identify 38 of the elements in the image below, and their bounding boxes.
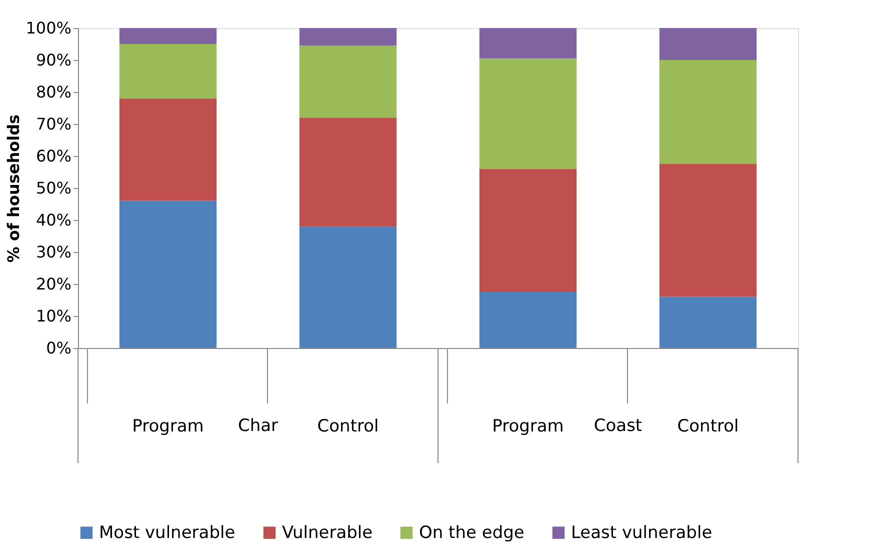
y-tick-label: 50% [36, 178, 72, 198]
bar [299, 226, 397, 348]
y-tick-label: 60% [36, 146, 72, 166]
bar [299, 28, 397, 46]
bar [299, 46, 397, 118]
x-tick-label: Program [492, 416, 564, 436]
bar [479, 28, 577, 58]
bar [299, 118, 397, 226]
bar [479, 168, 577, 292]
bar [659, 60, 757, 164]
y-tick-label: 0% [46, 338, 72, 358]
y-tick-label: 100% [26, 18, 72, 38]
legend-label: Most vulnerable [99, 522, 236, 543]
y-axis-title: % of households [4, 114, 23, 263]
x-tick-label: Control [677, 416, 739, 436]
legend-label: On the edge [419, 522, 524, 543]
bar [119, 44, 217, 98]
bar [479, 292, 577, 348]
x-tick-label: Program [132, 416, 204, 436]
bar [659, 164, 757, 297]
text: Coast [594, 416, 642, 436]
y-tick-label: 40% [36, 210, 72, 230]
y-tick-label: 20% [36, 274, 72, 294]
bar [659, 28, 757, 60]
y-tick-label: 80% [36, 82, 72, 102]
bar [659, 296, 757, 348]
legend-label: Least vulnerable [571, 522, 712, 543]
y-tick-label: 10% [36, 306, 72, 326]
y-tick-label: 30% [36, 242, 72, 262]
y-tick-label: 90% [36, 50, 72, 70]
bar [119, 200, 217, 348]
bar [479, 58, 577, 169]
y-tick-label: 70% [36, 114, 72, 134]
legend-label: Vulnerable [282, 522, 373, 543]
x-tick-label: Control [317, 416, 379, 436]
bar [119, 98, 217, 201]
text: Char [238, 416, 278, 436]
bar [119, 28, 217, 44]
